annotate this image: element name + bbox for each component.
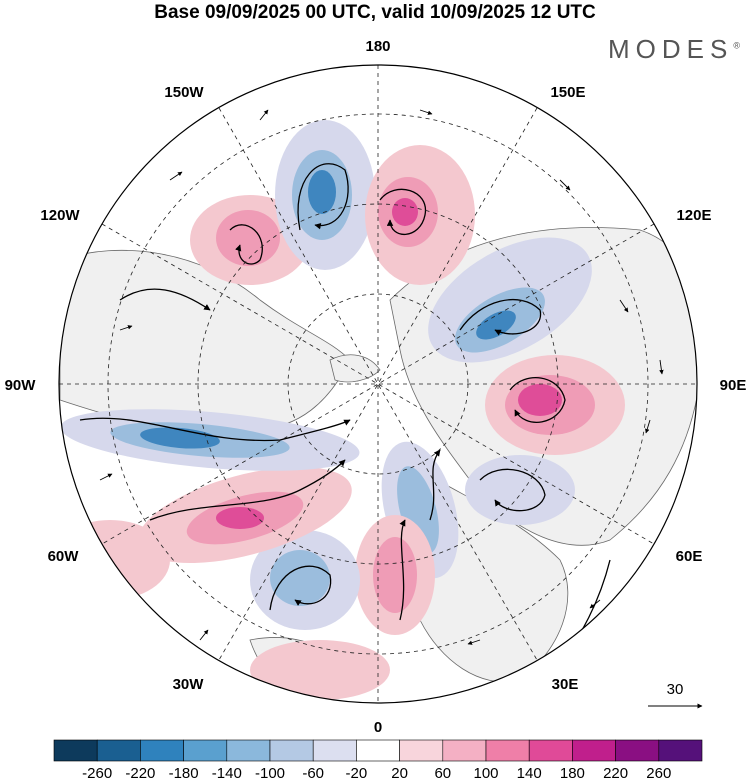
colorbar-label: 20 bbox=[391, 765, 408, 782]
colorbar-swatch bbox=[53, 739, 98, 762]
colorbar-swatch bbox=[140, 739, 184, 762]
colorbar-label: -220 bbox=[125, 765, 155, 782]
pos-anomaly-2c bbox=[392, 198, 418, 226]
colorbar-swatch bbox=[528, 739, 573, 762]
neg-anomaly-6c bbox=[140, 427, 220, 449]
colorbar-label: 140 bbox=[517, 765, 542, 782]
lon-label-150w: 150W bbox=[164, 84, 204, 101]
neg-anomaly-5b bbox=[270, 550, 330, 606]
colorbar-swatch bbox=[399, 739, 444, 762]
colorbar-label: 60 bbox=[434, 765, 451, 782]
colorbar-swatch bbox=[96, 739, 141, 762]
lon-label-180: 180 bbox=[365, 38, 390, 55]
colorbar-label: -60 bbox=[302, 765, 324, 782]
map-boundary bbox=[58, 64, 698, 704]
lon-label-90w: 90W bbox=[5, 377, 37, 394]
lon-label-0: 0 bbox=[374, 719, 382, 736]
lon-label-90e: 90E bbox=[720, 377, 747, 394]
streamlines bbox=[79, 163, 611, 661]
neg-anomaly-2c bbox=[476, 310, 516, 340]
pos-anomaly-7 bbox=[250, 640, 390, 700]
colorbar-swatch bbox=[615, 739, 660, 762]
pos-anomaly-1b bbox=[216, 210, 280, 266]
colorbar-swatch bbox=[356, 739, 400, 762]
lon-label-30w: 30W bbox=[173, 676, 205, 693]
colorbar: -260 -220 -180 -140 -100 -60 -20 20 60 100 140 180 2… bbox=[53, 739, 703, 782]
colorbar-label: 180 bbox=[560, 765, 585, 782]
pos-anomaly-3c bbox=[518, 384, 562, 416]
graticule bbox=[59, 65, 697, 703]
colorbar-swatch bbox=[485, 739, 530, 762]
colorbar-swatch bbox=[442, 739, 487, 762]
lon-label-120w: 120W bbox=[40, 207, 80, 224]
neg-anomaly-1c bbox=[308, 170, 336, 214]
colorbar-label: 100 bbox=[473, 765, 498, 782]
colorbar-swatch bbox=[312, 739, 357, 762]
lon-label-30e: 30E bbox=[552, 676, 579, 693]
colorbar-label: -100 bbox=[255, 765, 285, 782]
colorbar-label: -180 bbox=[169, 765, 199, 782]
map-disk bbox=[59, 65, 697, 703]
colorbar-label: -140 bbox=[212, 765, 242, 782]
lon-label-60e: 60E bbox=[676, 548, 703, 565]
colorbar-swatch bbox=[226, 739, 271, 762]
colorbar-label: -260 bbox=[82, 765, 112, 782]
colorbar-label: 220 bbox=[603, 765, 628, 782]
modes-logo: MODES® bbox=[608, 34, 740, 64]
reference-vector-label: 30 bbox=[667, 681, 684, 698]
wind-vectors bbox=[99, 109, 664, 645]
colorbar-swatch bbox=[658, 739, 703, 762]
lon-label-60w: 60W bbox=[48, 548, 80, 565]
colorbar-swatch bbox=[269, 739, 314, 762]
map-title: Base 09/09/2025 00 UTC, valid 10/09/2025… bbox=[154, 2, 596, 23]
colorbar-label: 260 bbox=[646, 765, 671, 782]
pos-anomaly-5c bbox=[216, 507, 264, 529]
colorbar-swatch bbox=[183, 739, 228, 762]
colorbar-label: -20 bbox=[346, 765, 368, 782]
pos-anomaly-4b bbox=[373, 537, 417, 613]
lon-label-120e: 120E bbox=[676, 207, 711, 224]
colorbar-swatch bbox=[572, 739, 616, 762]
neg-anomaly-3 bbox=[465, 455, 575, 525]
lon-label-150e: 150E bbox=[550, 84, 585, 101]
